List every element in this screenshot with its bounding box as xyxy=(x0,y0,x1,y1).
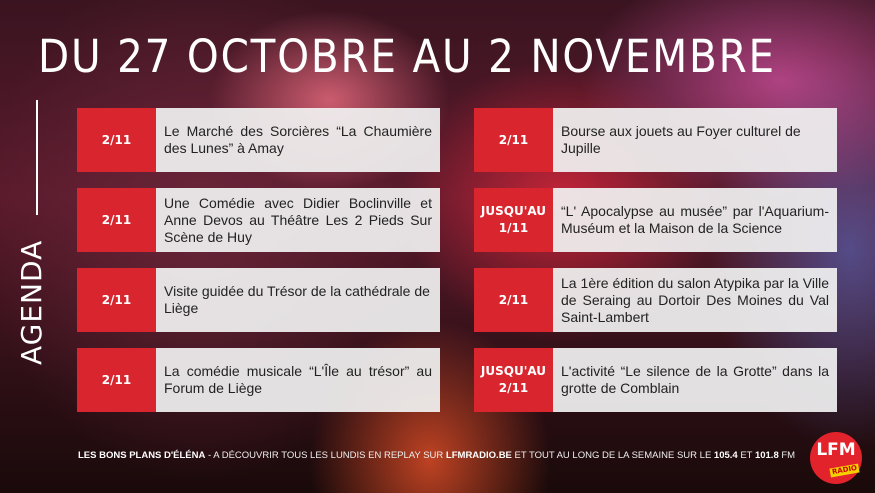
event-row: 2/11 La 1ère édition du salon Atypika par… xyxy=(474,268,837,332)
event-text: “L' Apocalypse au musée” par l'Aquarium-… xyxy=(561,203,829,236)
show-name: LES BONS PLANS D'ÉLÉNA xyxy=(78,450,206,461)
event-text: La 1ère édition du salon Atypika par la … xyxy=(561,274,829,325)
event-date: JUSQU'AU 2/11 xyxy=(474,348,553,412)
event-date: 2/11 xyxy=(474,108,553,172)
event-row: 2/11 Une Comédie avec Didier Boclinville … xyxy=(77,188,440,252)
footer: LES BONS PLANS D'ÉLÉNA - A DÉCOUVRIR TOU… xyxy=(78,450,798,462)
page-title: DU 27 OCTOBRE AU 2 NOVEMBRE xyxy=(38,30,776,83)
event-text: Une Comédie avec Didier Boclinville et A… xyxy=(164,194,432,245)
event-row: 2/11 Bourse aux jouets au Foyer culturel … xyxy=(474,108,837,172)
event-date: 2/11 xyxy=(474,268,553,332)
event-row: 2/11 Visite guidée du Trésor de la cathéd… xyxy=(77,268,440,332)
event-date: 2/11 xyxy=(77,188,156,252)
event-description: Le Marché des Sorcières “La Chaumière de… xyxy=(156,108,440,172)
event-text: Le Marché des Sorcières “La Chaumière de… xyxy=(164,123,432,156)
event-row: 2/11 La comédie musicale “L'Île au trésor… xyxy=(77,348,440,412)
event-row: JUSQU'AU 1/11 “L' Apocalypse au musée” pa… xyxy=(474,188,837,252)
frequency: 101.8 xyxy=(754,450,779,461)
website: LFMRADIO.BE xyxy=(445,450,512,461)
event-text: La comédie musicale “L'Île au trésor” au… xyxy=(164,363,432,396)
footer-text: FM xyxy=(778,450,796,461)
footer-text: ET xyxy=(737,450,755,461)
logo-main: LFM xyxy=(816,440,856,460)
event-date: 2/11 xyxy=(77,268,156,332)
footer-text: ET TOUT AU LONG DE LA SEMAINE SUR LE xyxy=(511,450,714,461)
event-text: Bourse aux jouets au Foyer culturel de J… xyxy=(561,123,801,156)
event-description: La 1ère édition du salon Atypika par la … xyxy=(553,268,837,332)
divider xyxy=(36,100,38,215)
side-label: AGENDA xyxy=(15,239,48,365)
event-description: L'activité “Le silence de la Grotte” dan… xyxy=(553,348,837,412)
event-description: La comédie musicale “L'Île au trésor” au… xyxy=(156,348,440,412)
event-date: 2/11 xyxy=(77,108,156,172)
lfm-logo: LFM RADIO xyxy=(810,432,862,484)
event-text: Visite guidée du Trésor de la cathédrale… xyxy=(164,283,430,316)
frequency: 105.4 xyxy=(713,450,738,461)
footer-text: - A DÉCOUVRIR TOUS LES LUNDIS EN REPLAY … xyxy=(205,450,446,461)
event-description: Une Comédie avec Didier Boclinville et A… xyxy=(156,188,440,252)
event-row: JUSQU'AU 2/11 L'activité “Le silence de l… xyxy=(474,348,837,412)
event-description: Bourse aux jouets au Foyer culturel de J… xyxy=(553,108,837,172)
event-date: JUSQU'AU 1/11 xyxy=(474,188,553,252)
event-row: 2/11 Le Marché des Sorcières “La Chaumièr… xyxy=(77,108,440,172)
event-date: 2/11 xyxy=(77,348,156,412)
event-description: “L' Apocalypse au musée” par l'Aquarium-… xyxy=(553,188,837,252)
event-description: Visite guidée du Trésor de la cathédrale… xyxy=(156,268,440,332)
event-text: L'activité “Le silence de la Grotte” dan… xyxy=(561,363,829,396)
logo-sub: RADIO xyxy=(829,463,860,478)
